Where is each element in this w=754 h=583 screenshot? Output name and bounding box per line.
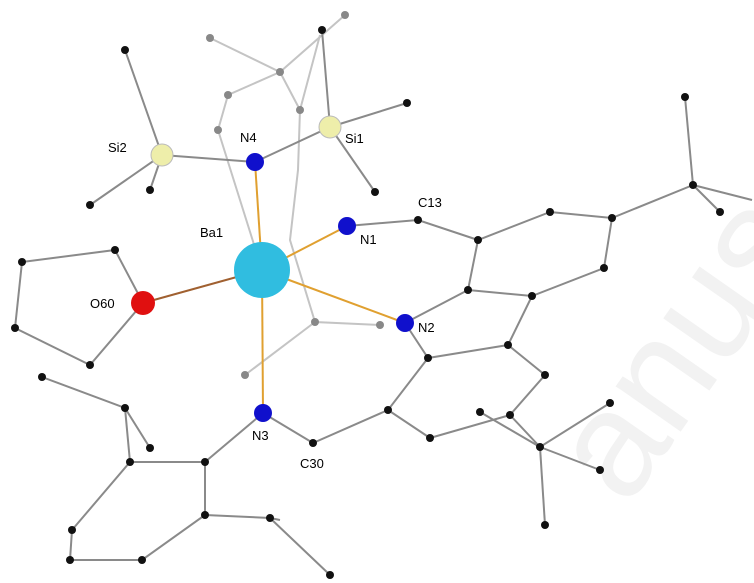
atom-label: Si2 — [108, 140, 127, 155]
atom-label: Si1 — [345, 131, 364, 146]
atom-label: N3 — [252, 428, 269, 443]
watermark: anus — [515, 164, 754, 527]
atom-label: N2 — [418, 320, 435, 335]
atom-label: C30 — [300, 456, 324, 471]
atom-label: N1 — [360, 232, 377, 247]
atom-label: Ba1 — [200, 225, 223, 240]
atom-label: N4 — [240, 130, 257, 145]
atom-label: C13 — [418, 195, 442, 210]
atom-labels: Si2 N4 Si1 C13 N1 Ba1 O60 N2 N3 C30 — [90, 130, 442, 471]
light-bonds — [209, 14, 381, 376]
atoms — [11, 11, 724, 579]
atom-label: O60 — [90, 296, 115, 311]
